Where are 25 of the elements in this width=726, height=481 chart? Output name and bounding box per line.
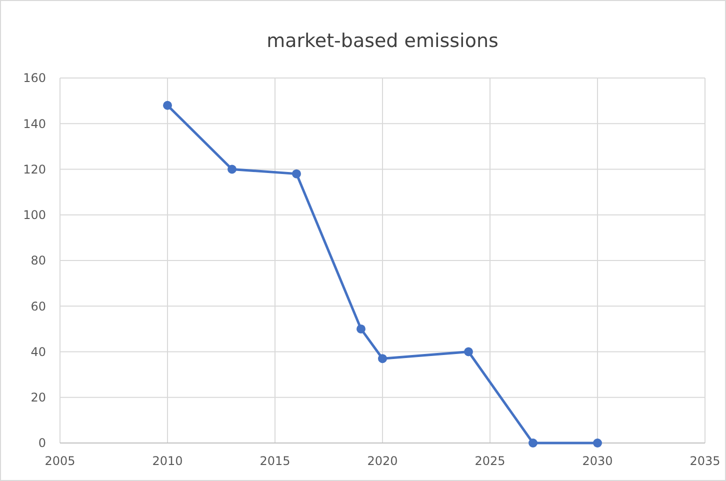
chart-title: market-based emissions <box>266 30 498 52</box>
point <box>528 438 538 448</box>
point <box>356 324 366 334</box>
point <box>292 169 301 178</box>
point <box>228 164 236 174</box>
point <box>593 438 602 448</box>
y-tick-label: 100 <box>23 208 46 222</box>
y-tick-label: 140 <box>23 116 46 131</box>
y-tick-label: 160 <box>23 71 46 86</box>
x-tick-label: 2025 <box>474 454 506 468</box>
x-tick-label: 2030 <box>582 454 613 468</box>
x-tick-label: 2010 <box>152 454 183 468</box>
x-tick-label: 2035 <box>690 454 720 468</box>
y-tick-label: 60 <box>30 299 46 314</box>
point <box>378 354 387 364</box>
y-tick-label: 120 <box>23 162 46 176</box>
y-tick-label: 0 <box>38 436 46 450</box>
y-tick-label: 40 <box>30 344 46 359</box>
point <box>163 100 172 110</box>
x-tick-label: 2015 <box>260 454 290 468</box>
y-tick-label: 20 <box>30 390 46 405</box>
x-tick-label: 2005 <box>44 454 76 468</box>
y-tick-label: 80 <box>30 254 46 268</box>
x-tick-label: 2020 <box>367 454 398 468</box>
point <box>464 347 473 356</box>
